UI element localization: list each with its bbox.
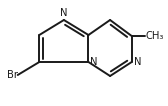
Text: N: N	[90, 57, 98, 67]
Text: N: N	[134, 57, 141, 67]
Text: Br: Br	[7, 70, 18, 80]
Text: CH₃: CH₃	[145, 31, 164, 41]
Text: N: N	[60, 8, 68, 18]
